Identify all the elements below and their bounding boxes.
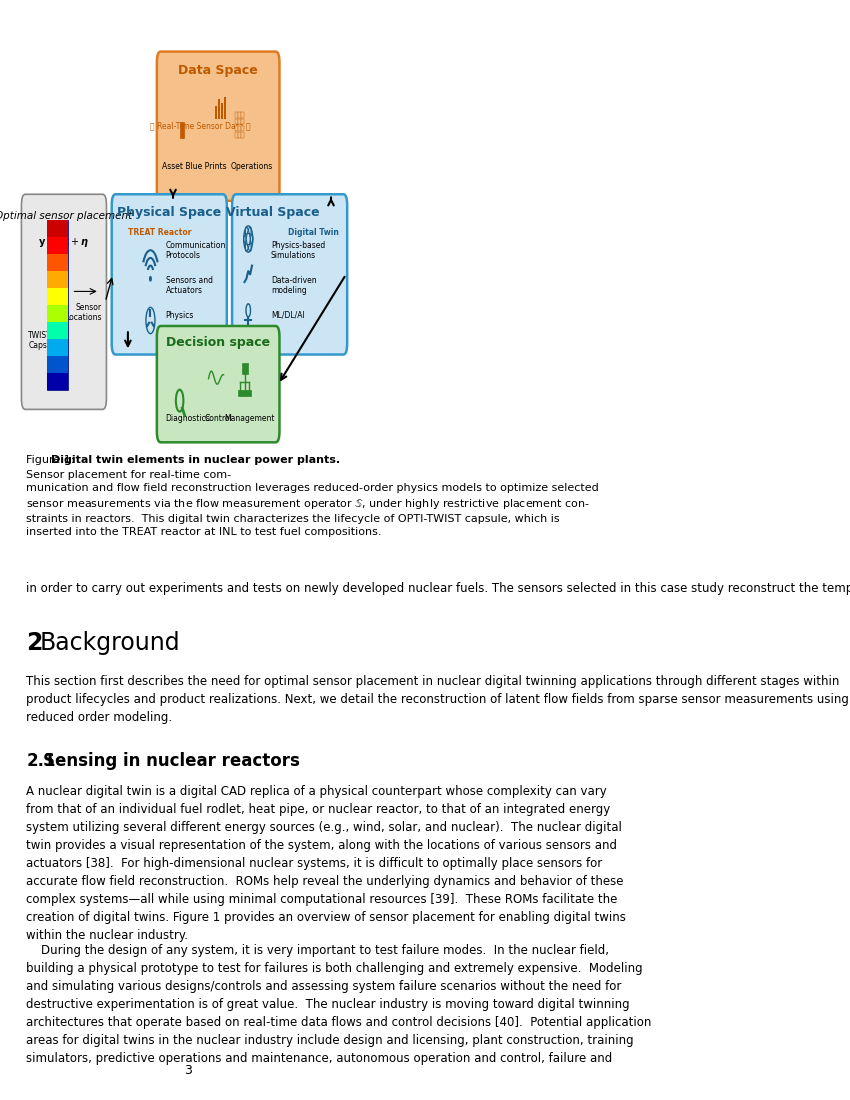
Bar xyxy=(47,271,68,287)
Text: Asset Blue Prints: Asset Blue Prints xyxy=(162,162,226,170)
Circle shape xyxy=(246,304,251,317)
Text: Digital Twin: Digital Twin xyxy=(287,229,338,238)
Bar xyxy=(218,99,220,119)
Text: Physical Space: Physical Space xyxy=(117,207,221,219)
Bar xyxy=(238,389,242,396)
Bar xyxy=(47,339,68,355)
Bar xyxy=(179,122,184,138)
Bar xyxy=(47,355,68,373)
Circle shape xyxy=(176,389,184,411)
Text: $\mathbf{y} = \mathbb{S}\mathbf{x} + \boldsymbol{\eta}$: $\mathbf{y} = \mathbb{S}\mathbf{x} + \bo… xyxy=(38,236,89,249)
Bar xyxy=(235,132,238,138)
Bar xyxy=(47,287,68,305)
Text: A nuclear digital twin is a digital CAD replica of a physical counterpart whose : A nuclear digital twin is a digital CAD … xyxy=(26,784,626,942)
Text: Sensors and
Actuators: Sensors and Actuators xyxy=(166,276,212,295)
Text: Sensing in nuclear reactors: Sensing in nuclear reactors xyxy=(43,751,300,770)
Bar xyxy=(47,220,68,389)
Text: TWIST
Capsule: TWIST Capsule xyxy=(28,330,59,350)
FancyBboxPatch shape xyxy=(111,195,227,354)
FancyBboxPatch shape xyxy=(232,195,347,354)
Text: Digital twin elements in nuclear power plants.: Digital twin elements in nuclear power p… xyxy=(51,455,343,465)
Text: 2.1: 2.1 xyxy=(26,751,56,770)
Text: in order to carry out experiments and tests on newly developed nuclear fuels. Th: in order to carry out experiments and te… xyxy=(26,582,850,595)
Text: Control: Control xyxy=(204,414,232,422)
Bar xyxy=(235,119,238,124)
Text: Physics: Physics xyxy=(166,311,194,320)
Text: Diagnostics: Diagnostics xyxy=(166,414,211,422)
Bar xyxy=(235,125,238,131)
FancyBboxPatch shape xyxy=(21,195,106,409)
Bar xyxy=(238,119,241,124)
Bar xyxy=(224,97,226,119)
Bar xyxy=(241,125,244,131)
Bar xyxy=(47,236,68,253)
Text: 2: 2 xyxy=(26,631,42,656)
Bar xyxy=(47,220,68,236)
Bar xyxy=(241,112,244,118)
Bar xyxy=(241,363,247,374)
Bar xyxy=(241,132,244,138)
Bar xyxy=(214,106,217,119)
Bar xyxy=(238,125,241,131)
Circle shape xyxy=(146,307,155,333)
Text: Sensor placement for real-time com-
munication and flow field reconstruction lev: Sensor placement for real-time com- muni… xyxy=(26,470,599,538)
Text: During the design of any system, it is very important to test failure modes.  In: During the design of any system, it is v… xyxy=(26,944,652,1065)
Text: 3: 3 xyxy=(184,1064,192,1077)
Text: Data-driven
modeling: Data-driven modeling xyxy=(271,276,316,295)
Bar xyxy=(47,321,68,339)
Bar xyxy=(238,132,241,138)
Bar xyxy=(238,112,241,118)
Text: This section first describes the need for optimal sensor placement in nuclear di: This section first describes the need fo… xyxy=(26,675,849,724)
Text: Management: Management xyxy=(224,414,275,422)
Bar xyxy=(235,112,238,118)
Text: Operations: Operations xyxy=(230,162,273,170)
Text: Sensor
Locations: Sensor Locations xyxy=(65,302,101,322)
Circle shape xyxy=(244,226,252,252)
Bar xyxy=(246,389,252,396)
Text: Physics-based
Simulations: Physics-based Simulations xyxy=(271,241,325,260)
Text: Data Space: Data Space xyxy=(178,64,258,77)
Text: ML/DL/AI: ML/DL/AI xyxy=(271,311,304,320)
Bar xyxy=(241,119,244,124)
Bar xyxy=(242,389,246,396)
Circle shape xyxy=(150,276,151,280)
Text: Figure 1:: Figure 1: xyxy=(26,455,78,465)
FancyBboxPatch shape xyxy=(157,52,280,201)
Text: Decision space: Decision space xyxy=(166,336,270,349)
Text: Communication
Protocols: Communication Protocols xyxy=(166,241,226,260)
Bar xyxy=(220,102,223,119)
Bar xyxy=(47,305,68,321)
Text: TREAT Reactor: TREAT Reactor xyxy=(128,229,191,238)
Text: Virtual Space: Virtual Space xyxy=(226,207,320,219)
Text: Optimal sensor placement: Optimal sensor placement xyxy=(0,211,133,221)
Text: Background: Background xyxy=(39,631,180,656)
Bar xyxy=(47,253,68,271)
Bar xyxy=(47,373,68,389)
FancyBboxPatch shape xyxy=(157,326,280,442)
Text: 📄 Real-Time Sensor Data 📊: 📄 Real-Time Sensor Data 📊 xyxy=(150,122,251,131)
